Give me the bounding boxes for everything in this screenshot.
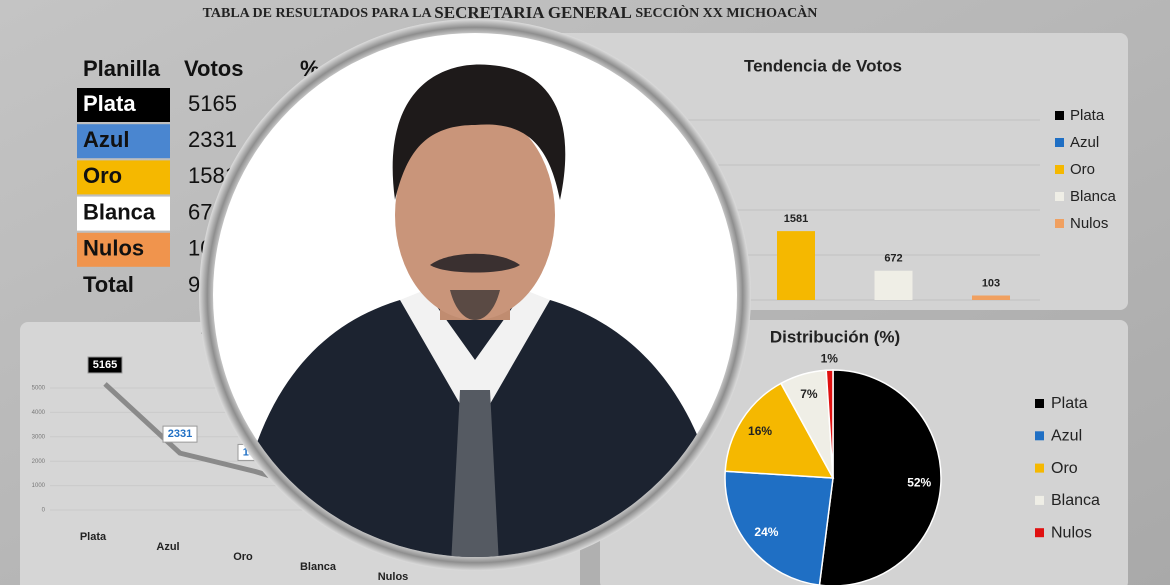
x-tick-label: Nulos <box>378 571 409 583</box>
y-tick-label: 2000 <box>32 459 46 465</box>
page-title: TABLA DE RESULTADOS PARA LA SECRETARIA G… <box>203 3 818 22</box>
planilla-cell <box>77 88 170 122</box>
legend-swatch <box>1055 138 1064 147</box>
planilla-cell <box>77 196 170 231</box>
portrait <box>199 19 751 571</box>
bar <box>972 295 1010 300</box>
legend-swatch <box>1035 528 1044 538</box>
planilla-name: Azul <box>83 127 129 152</box>
chart-title: Tendencia de Votos <box>744 56 902 75</box>
planilla-name: Nulos <box>83 236 144 261</box>
planilla-cell <box>77 232 170 267</box>
pie-slice <box>818 369 942 585</box>
legend-swatch <box>1055 111 1064 120</box>
y-tick-label: 4000 <box>32 410 46 416</box>
data-label: 1% <box>821 351 839 365</box>
data-label-box <box>162 425 198 443</box>
legend-label: Blanca <box>1070 188 1117 205</box>
data-label: 16% <box>748 424 772 438</box>
legend-swatch <box>1055 165 1064 174</box>
x-tick-label: Blanca <box>300 561 337 573</box>
votes-cell: 5165 <box>188 91 237 116</box>
legend-swatch <box>1055 219 1064 228</box>
y-tick-label: 1000 <box>32 483 46 489</box>
legend-swatch <box>1035 463 1044 473</box>
planilla-cell <box>77 160 170 195</box>
legend-label: Azul <box>1051 428 1082 445</box>
legend-swatch <box>1035 431 1044 441</box>
legend-swatch <box>1035 399 1044 408</box>
data-label: 5165 <box>93 359 117 371</box>
legend-label: Blanca <box>1051 492 1100 509</box>
title-part: SECRETARIA GENERAL <box>434 3 632 22</box>
data-label: 1581 <box>784 213 808 225</box>
data-label-box <box>87 356 123 374</box>
legend-swatch <box>1055 192 1064 201</box>
planilla-cell <box>77 124 170 159</box>
data-label: 52% <box>907 476 931 490</box>
bar <box>777 231 815 300</box>
y-tick-label: 0 <box>42 508 46 514</box>
legend-label: Nulos <box>1051 524 1092 541</box>
data-label: 2331 <box>168 428 192 440</box>
legend-label: Plata <box>1051 395 1088 412</box>
chart-title: Distribución (%) <box>770 327 900 346</box>
title-part: TABLA DE RESULTADOS PARA LA <box>203 6 435 21</box>
data-label: 7% <box>800 387 818 401</box>
photo <box>213 33 737 557</box>
data-label: 103 <box>982 277 1000 289</box>
y-tick-label: 3000 <box>32 434 46 440</box>
x-tick-label: Oro <box>233 551 253 563</box>
votes-cell: 2331 <box>188 127 237 152</box>
planilla-name: Plata <box>83 91 136 116</box>
pie-slice <box>724 470 834 585</box>
x-tick-label: Azul <box>156 541 179 553</box>
legend-swatch <box>1035 495 1044 505</box>
data-label: 24% <box>754 525 778 539</box>
planilla-name: Blanca <box>83 199 156 224</box>
legend-label: Nulos <box>1070 215 1108 232</box>
title-part: SECCIÒN XX MICHOACÀN <box>632 4 818 21</box>
pie-slice <box>724 382 835 479</box>
legend-label: Azul <box>1070 134 1099 151</box>
y-tick-label: 5000 <box>32 386 46 392</box>
legend-label: Plata <box>1070 107 1105 124</box>
table-header: Planilla <box>83 56 161 81</box>
planilla-name: Oro <box>83 163 122 188</box>
pie-slice <box>825 369 834 479</box>
table-header: Votos <box>184 56 243 81</box>
legend-label: Oro <box>1051 460 1078 477</box>
legend-label: Oro <box>1070 161 1095 178</box>
x-tick-label: Plata <box>80 531 107 543</box>
bar <box>874 270 913 300</box>
planilla-name: Total <box>83 272 134 297</box>
data-label: 672 <box>884 253 902 265</box>
